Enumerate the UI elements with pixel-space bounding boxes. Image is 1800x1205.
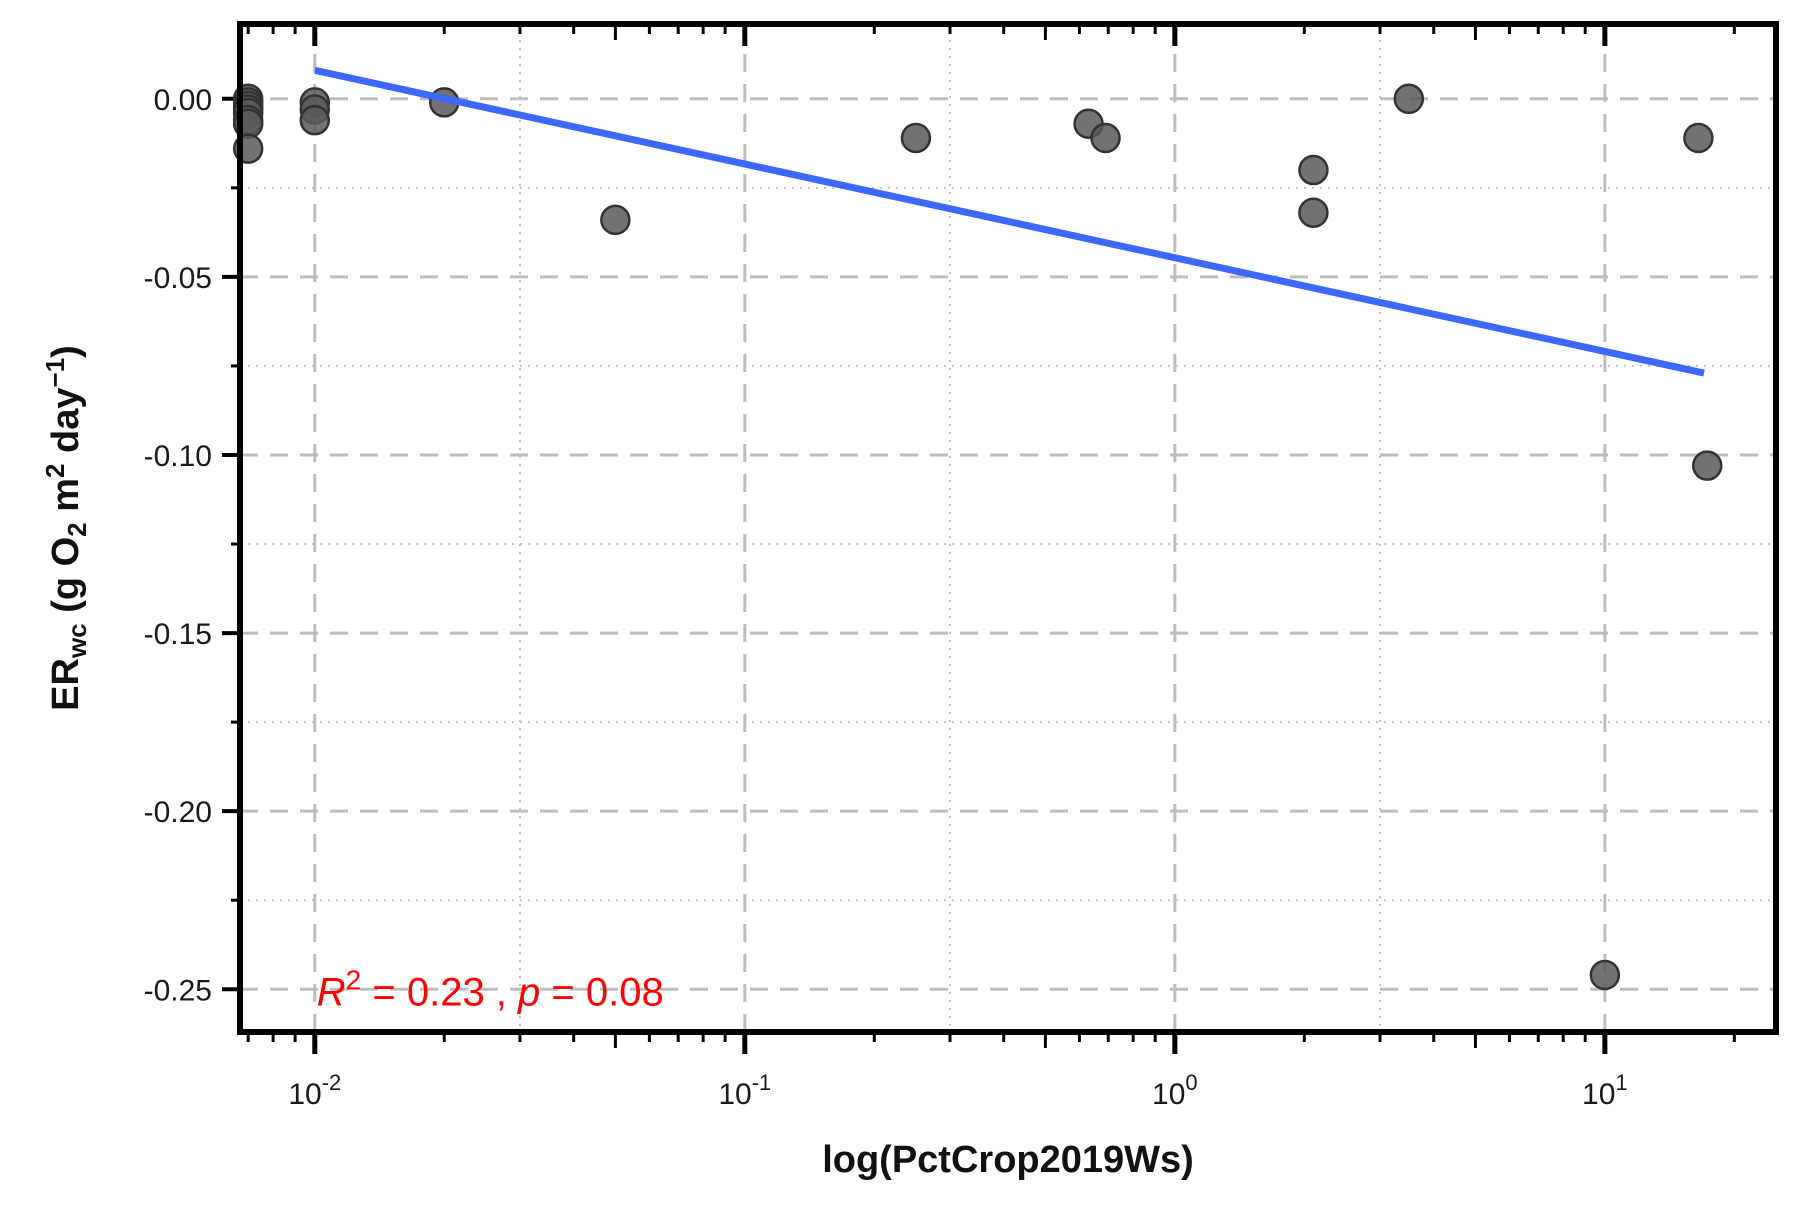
x-tick-base: 10 — [288, 1078, 321, 1111]
x-tick-base: 10 — [718, 1078, 751, 1111]
y-axis-title: ERwc (g O2 m2 day−1) — [40, 345, 92, 711]
y-title-o2-sub: 2 — [62, 522, 92, 536]
y-title-sub: wc — [62, 623, 92, 659]
data-point — [299, 104, 331, 136]
y-title-day-sup: −1 — [40, 358, 70, 388]
data-point — [1683, 122, 1714, 154]
fit-layer — [314, 66, 1705, 377]
x-tick-base: 10 — [1152, 1078, 1185, 1111]
data-point — [1298, 154, 1329, 186]
y-tick-label: -0.25 — [144, 974, 212, 1007]
grid-layer — [240, 24, 1776, 1032]
data-point — [1589, 959, 1621, 991]
x-tick-base: 10 — [1582, 1078, 1615, 1111]
y-tick-label: -0.05 — [144, 262, 212, 295]
y-title-m-sup: 2 — [40, 464, 70, 478]
y-tick-label: -0.10 — [144, 440, 212, 473]
p-value: = 0.08 — [540, 970, 663, 1014]
x-tick-exponent: -1 — [752, 1070, 772, 1095]
regression-line — [314, 66, 1705, 377]
r2-label: R — [317, 970, 346, 1014]
data-point — [1691, 450, 1723, 481]
x-tick-label: 10-1 — [718, 1070, 771, 1111]
y-tick-label: 0.00 — [154, 84, 212, 117]
y-tick-label: -0.15 — [144, 618, 212, 651]
points-layer — [232, 83, 1723, 991]
x-tick-label: 101 — [1582, 1070, 1628, 1111]
p-label: p — [517, 970, 540, 1014]
x-tick-label: 10-2 — [288, 1070, 341, 1111]
y-title-open: (g O — [45, 537, 87, 624]
y-title-m: m — [45, 478, 87, 522]
x-axis-title: log(PctCrop2019Ws) — [822, 1139, 1194, 1181]
y-title-close: ) — [45, 345, 87, 358]
data-point — [1298, 197, 1329, 229]
y-tick-label: -0.20 — [144, 796, 212, 829]
x-tick-exponent: 1 — [1615, 1070, 1627, 1095]
plot-frame — [237, 21, 1779, 1035]
data-point — [600, 204, 631, 236]
y-title-main: ER — [45, 658, 87, 711]
r2-value: = 0.23 , — [361, 970, 518, 1014]
x-tick-label: 100 — [1152, 1070, 1198, 1111]
x-tick-exponent: 0 — [1185, 1070, 1197, 1095]
data-point — [900, 122, 932, 154]
r2-sup: 2 — [346, 964, 362, 995]
y-title-day: day — [45, 387, 87, 463]
stats-annotation: R2 = 0.23 , p = 0.08 — [317, 964, 664, 1014]
data-point — [1090, 122, 1121, 154]
x-tick-exponent: -2 — [322, 1070, 342, 1095]
data-point — [1393, 83, 1425, 115]
